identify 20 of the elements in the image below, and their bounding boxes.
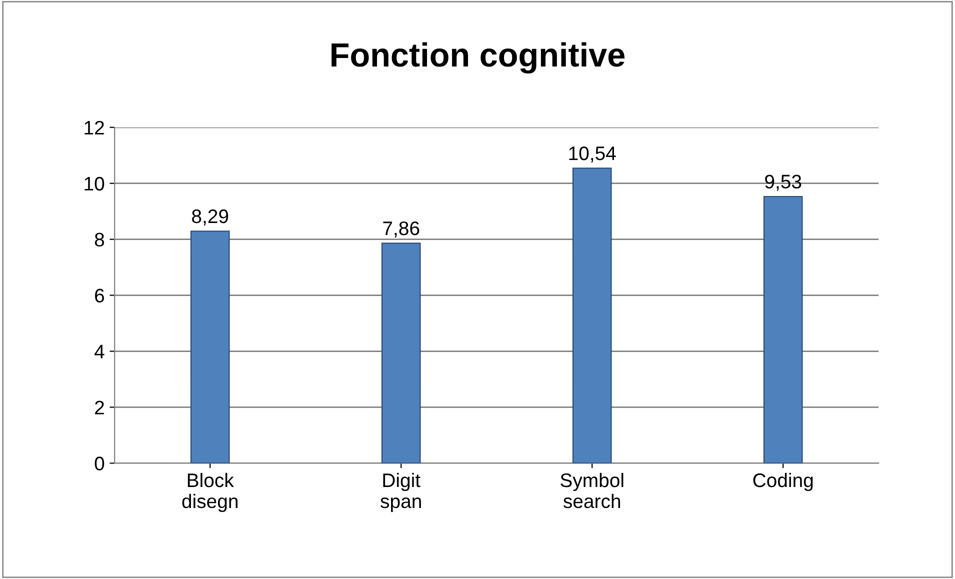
x-tick-label: Coding	[753, 472, 813, 492]
x-tick-label: Symbol search	[560, 472, 624, 508]
bar	[381, 242, 421, 464]
data-label: 10,54	[569, 146, 616, 163]
x-tick-label: Digit span	[380, 472, 421, 512]
y-tick-label: 10	[84, 176, 104, 191]
y-tick-label: 12	[84, 120, 104, 134]
y-tick-label: 8	[94, 232, 104, 247]
data-label: 8,29	[192, 209, 228, 226]
y-tick-label: 6	[95, 288, 104, 303]
data-label: 9,53	[765, 174, 802, 191]
bar	[190, 230, 230, 464]
bar	[763, 196, 803, 464]
x-tick-label: Block disegn	[182, 472, 238, 512]
y-tick-label: 0	[94, 456, 104, 470]
chart-title: Fonction cognitive	[332, 42, 625, 74]
bar	[572, 168, 612, 464]
y-tick-label: 4	[94, 344, 104, 358]
data-label: 7,86	[383, 221, 420, 238]
y-tick-label: 2	[95, 400, 104, 414]
